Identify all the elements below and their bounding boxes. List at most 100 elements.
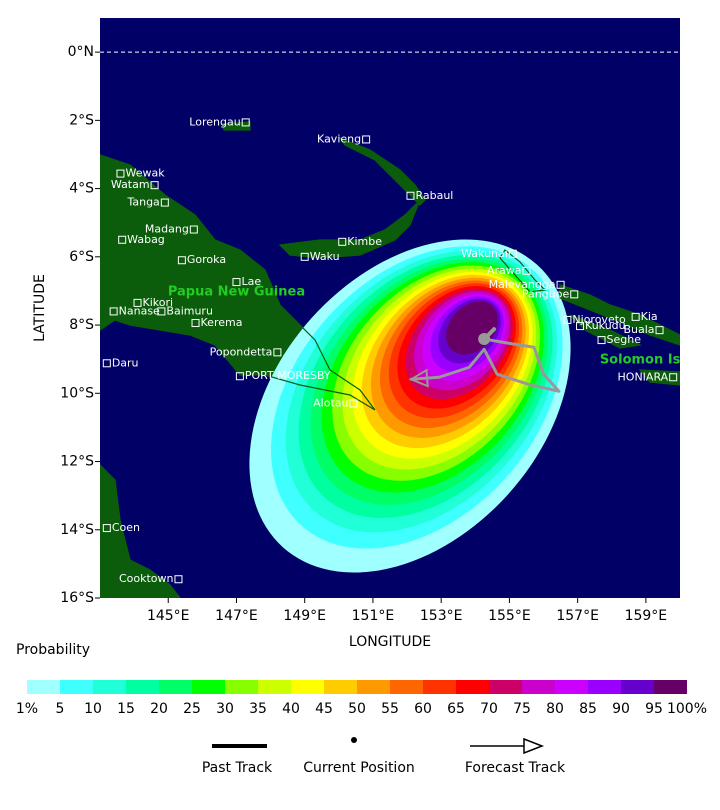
city-label: Panguoe — [522, 287, 570, 300]
y-tick-label: 4°S — [69, 181, 94, 197]
region-label: Solomon Is — [600, 353, 681, 368]
city-marker — [232, 278, 241, 287]
city-marker — [177, 256, 186, 265]
city-label: Wakunai — [461, 247, 508, 260]
city-label: HONIARA — [618, 370, 669, 383]
color-label: 5 — [56, 701, 65, 717]
city-label: PORT MORESBY — [245, 369, 331, 382]
city-label: Seghe — [607, 333, 642, 346]
forecast-arrow-symbol — [523, 737, 545, 755]
color-swatch — [60, 680, 93, 694]
coastline — [559, 284, 680, 346]
city-label: Popondetta — [210, 345, 273, 358]
city-marker — [116, 169, 125, 178]
city-marker — [160, 198, 169, 207]
city-marker — [191, 319, 200, 328]
city-label: Alotau — [313, 397, 348, 410]
city-marker — [150, 181, 159, 190]
coastline — [638, 369, 680, 386]
city-marker — [349, 399, 358, 408]
city-marker — [300, 252, 309, 261]
color-label: 1% — [16, 701, 38, 717]
color-swatch — [654, 680, 687, 694]
city-marker — [189, 225, 198, 234]
legend-item: Forecast Track — [465, 760, 566, 776]
y-tick-label: 14°S — [60, 522, 94, 538]
color-label: 10 — [84, 701, 102, 717]
x-tick-label: 145°E — [147, 608, 190, 624]
x-tick-label: 151°E — [352, 608, 395, 624]
legend-item: Past Track — [202, 760, 273, 776]
city-marker — [157, 307, 166, 316]
color-label: 35 — [249, 701, 267, 717]
color-swatch — [621, 680, 654, 694]
color-label: 60 — [414, 701, 432, 717]
y-tick-label: 12°S — [60, 454, 94, 470]
legend-item: Current Position — [303, 760, 415, 776]
x-tick-label: 159°E — [625, 608, 668, 624]
city-marker — [508, 249, 517, 258]
city-marker — [576, 322, 585, 331]
color-swatch — [291, 680, 324, 694]
city-marker — [522, 266, 531, 275]
color-label: 40 — [282, 701, 300, 717]
color-label: 55 — [381, 701, 399, 717]
color-swatch — [93, 680, 126, 694]
color-label: 90 — [612, 701, 630, 717]
city-marker — [102, 524, 111, 533]
city-label: Kikori — [143, 296, 174, 309]
y-tick-label: 6°S — [69, 249, 94, 265]
color-label: 80 — [546, 701, 564, 717]
y-tick-label: 10°S — [60, 385, 94, 401]
city-label: Kavieng — [317, 132, 361, 145]
city-label: Coen — [112, 521, 140, 534]
x-tick-label: 153°E — [420, 608, 463, 624]
region-label: Papua New Guinea — [168, 284, 305, 299]
city-label: Wewak — [125, 167, 165, 180]
city-label: Madang — [145, 223, 189, 236]
color-swatch — [555, 680, 588, 694]
city-marker — [338, 237, 347, 246]
x-axis-label: LONGITUDE — [349, 634, 431, 650]
color-label: 45 — [315, 701, 333, 717]
city-label: Njoroveto — [572, 313, 626, 326]
x-tick-label: 157°E — [556, 608, 599, 624]
color-swatch — [225, 680, 258, 694]
probability-contours — [249, 239, 571, 573]
color-swatch — [324, 680, 357, 694]
city-marker — [655, 326, 664, 335]
city-label: Arawa — [487, 264, 522, 277]
city-label: Watam — [111, 178, 150, 191]
city-marker — [109, 307, 118, 316]
city-label: Lorengau — [189, 115, 240, 128]
city-label: Nanase — [119, 304, 160, 317]
current-position-symbol — [351, 737, 357, 743]
color-swatch — [258, 680, 291, 694]
color-label: 65 — [447, 701, 465, 717]
city-label: Daru — [112, 356, 139, 369]
city-marker — [241, 118, 250, 127]
color-label: 50 — [348, 701, 366, 717]
city-label: Buala — [623, 323, 654, 336]
color-swatch — [159, 680, 192, 694]
coastline — [100, 154, 376, 411]
color-label: 25 — [183, 701, 201, 717]
color-swatch — [423, 680, 456, 694]
legend-title: Probability — [16, 642, 90, 658]
city-marker — [235, 372, 244, 381]
city-label: Kerema — [201, 316, 243, 329]
coastline — [100, 464, 181, 598]
coastline — [278, 199, 421, 259]
color-label: 75 — [513, 701, 531, 717]
current-position — [478, 333, 491, 346]
x-tick-label: 147°E — [215, 608, 258, 624]
color-swatch — [522, 680, 555, 694]
city-label: Baimuru — [166, 304, 213, 317]
city-label: Wabag — [127, 233, 165, 246]
city-marker — [102, 359, 111, 368]
color-label: 30 — [216, 701, 234, 717]
color-label: 100% — [667, 701, 707, 717]
city-marker — [563, 315, 572, 324]
